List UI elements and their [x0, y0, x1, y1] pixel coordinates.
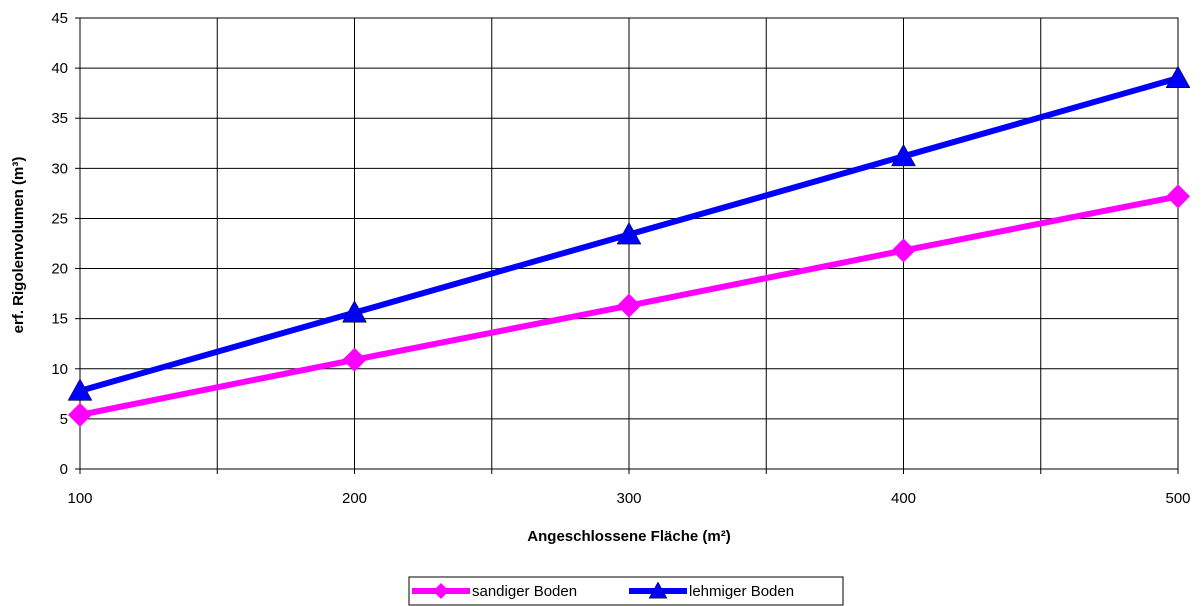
x-axis-title: Angeschlossene Fläche (m²)	[527, 528, 730, 545]
x-tick-label: 500	[1165, 490, 1190, 507]
data-point	[1165, 65, 1191, 88]
x-tick-label: 300	[616, 490, 641, 507]
y-tick-label: 45	[51, 10, 68, 27]
data-point	[1166, 184, 1190, 209]
y-tick-label: 40	[51, 60, 68, 77]
y-tick-label: 5	[60, 411, 68, 428]
x-axis-ticks: 100 200 300 400 500	[67, 469, 1191, 507]
data-point	[617, 293, 641, 318]
y-tick-label: 10	[51, 361, 68, 378]
series-layer	[67, 65, 1191, 427]
data-point	[616, 221, 642, 245]
y-tick-label: 0	[60, 461, 68, 478]
legend-box	[408, 576, 844, 606]
legend-marker-lehmiger	[648, 581, 668, 599]
y-tick-label: 20	[51, 261, 68, 278]
legend[interactable]: sandiger Boden lehmiger Boden	[408, 576, 844, 606]
data-point	[891, 238, 916, 263]
y-axis-ticks: 0 5 10 15 20 25 30 35 40 45	[51, 10, 80, 478]
data-point	[68, 402, 92, 427]
legend-marker-sandiger	[433, 583, 449, 599]
data-point	[891, 143, 916, 167]
y-tick-label: 30	[51, 160, 68, 177]
series-lehmiger	[67, 65, 1191, 401]
y-axis-title: erf. Rigolenvolumen (m³)	[10, 157, 27, 334]
y-tick-label: 35	[51, 110, 68, 127]
y-tick-label: 15	[51, 311, 68, 328]
data-point	[342, 300, 367, 323]
legend-label-sandiger: sandiger Boden	[472, 583, 577, 600]
grid	[79, 17, 1179, 470]
x-tick-label: 400	[891, 490, 916, 507]
legend-label-lehmiger: lehmiger Boden	[689, 583, 794, 600]
data-point	[342, 347, 367, 372]
series-sandiger	[68, 184, 1190, 427]
x-tick-label: 100	[67, 490, 92, 507]
data-point	[67, 378, 93, 401]
x-tick-label: 200	[342, 490, 367, 507]
y-tick-label: 25	[51, 210, 68, 227]
